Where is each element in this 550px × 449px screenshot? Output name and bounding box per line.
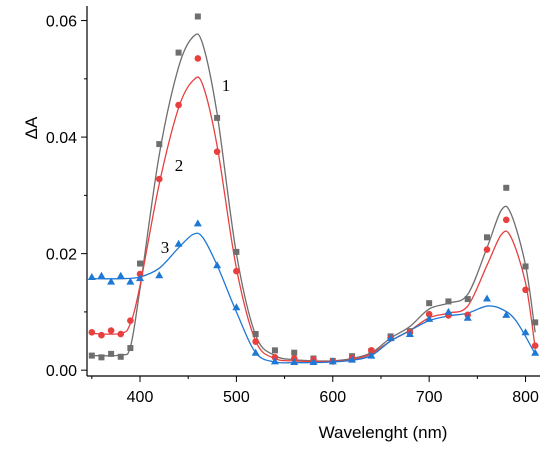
data-point-series-2 — [271, 354, 279, 361]
data-point-series-2 — [213, 148, 221, 155]
data-point-series-1 — [252, 331, 259, 338]
y-tick-label: 0.04 — [46, 130, 77, 147]
data-point-series-3 — [116, 271, 125, 279]
data-point-series-3 — [463, 313, 472, 321]
data-point-series-3 — [97, 271, 106, 279]
data-point-series-3 — [290, 358, 299, 366]
data-point-series-2 — [88, 328, 96, 336]
data-point-series-2 — [127, 317, 134, 324]
data-point-series-2 — [98, 331, 105, 339]
data-point-series-1 — [445, 298, 452, 305]
data-point-series-2 — [425, 310, 433, 318]
data-point-series-2 — [483, 246, 491, 253]
x-axis-title: Wavelenght (nm) — [319, 423, 448, 442]
data-point-series-3 — [87, 272, 96, 280]
y-tick-label: 0.00 — [46, 363, 77, 380]
x-tick-label: 600 — [319, 389, 346, 406]
fit-curve-1 — [91, 33, 536, 362]
x-tick-label: 800 — [512, 389, 539, 406]
data-point-series-3 — [174, 239, 183, 247]
data-point-series-2 — [136, 270, 144, 278]
data-point-series-3 — [521, 328, 530, 336]
data-point-series-2 — [175, 101, 182, 109]
data-point-series-2 — [368, 347, 375, 354]
data-point-series-1 — [532, 319, 539, 326]
data-point-series-3 — [309, 358, 318, 366]
data-point-series-1 — [88, 352, 95, 359]
data-point-series-3 — [348, 355, 357, 363]
data-point-series-1 — [426, 300, 433, 307]
data-point-series-3 — [155, 271, 164, 279]
data-point-series-1 — [214, 114, 221, 121]
data-point-series-1 — [271, 347, 278, 354]
data-point-series-3 — [251, 348, 260, 356]
fit-curve-2 — [91, 76, 536, 363]
data-point-series-1 — [108, 350, 115, 357]
data-point-series-2 — [502, 216, 510, 224]
y-ticks: 0.00 0.02 0.04 0.06 — [46, 14, 87, 380]
data-point-series-3 — [425, 314, 434, 322]
series-label-2: 2 — [175, 156, 184, 175]
data-point-series-1 — [503, 184, 510, 191]
data-point-series-3 — [482, 294, 491, 302]
data-point-series-1 — [233, 248, 240, 255]
data-point-series-3 — [444, 307, 453, 315]
data-point-series-1 — [156, 141, 163, 148]
x-tick-label: 400 — [127, 389, 154, 406]
data-point-series-2 — [107, 327, 115, 334]
data-point-series-1 — [127, 345, 134, 352]
y-axis-title: ΔA — [22, 116, 41, 139]
data-point-series-1 — [117, 353, 124, 360]
series-label-1: 1 — [222, 76, 231, 95]
data-point-series-1 — [464, 296, 471, 303]
y-tick-label: 0.06 — [46, 14, 77, 31]
data-point-series-3 — [232, 303, 241, 311]
data-point-series-3 — [386, 334, 395, 342]
data-point-series-2 — [155, 175, 163, 183]
y-tick-label: 0.02 — [46, 247, 77, 264]
x-ticks: 400 500 600 700 800 — [91, 376, 539, 406]
data-point-series-3 — [270, 357, 279, 365]
data-point-series-3 — [531, 348, 540, 356]
data-point-series-3 — [126, 277, 135, 285]
data-point-series-1 — [98, 354, 105, 361]
data-point-series-3 — [136, 274, 145, 282]
x-tick-label: 700 — [416, 389, 443, 406]
axes — [86, 6, 540, 377]
data-point-series-3 — [502, 310, 511, 318]
data-point-series-1 — [522, 263, 529, 270]
data-point-series-2 — [522, 286, 529, 294]
data-point-series-1 — [194, 13, 201, 20]
data-point-series-3 — [193, 219, 202, 227]
data-point-series-3 — [367, 351, 376, 359]
data-point-series-1 — [175, 49, 182, 56]
data-point-series-3 — [328, 357, 337, 365]
data-point-series-2 — [531, 342, 539, 350]
data-point-series-3 — [405, 330, 414, 338]
data-point-series-2 — [194, 55, 202, 62]
data-point-series-2 — [117, 330, 125, 338]
data-point-series-1 — [291, 349, 298, 356]
data-point-series-2 — [233, 267, 240, 275]
data-point-series-3 — [107, 277, 116, 285]
series-label-3: 3 — [161, 238, 170, 257]
data-point-series-2 — [252, 338, 259, 345]
data-point-series-3 — [213, 261, 222, 269]
x-tick-label: 500 — [223, 389, 250, 406]
data-point-series-1 — [483, 234, 490, 241]
data-markers — [87, 13, 540, 366]
data-point-series-1 — [137, 260, 144, 267]
